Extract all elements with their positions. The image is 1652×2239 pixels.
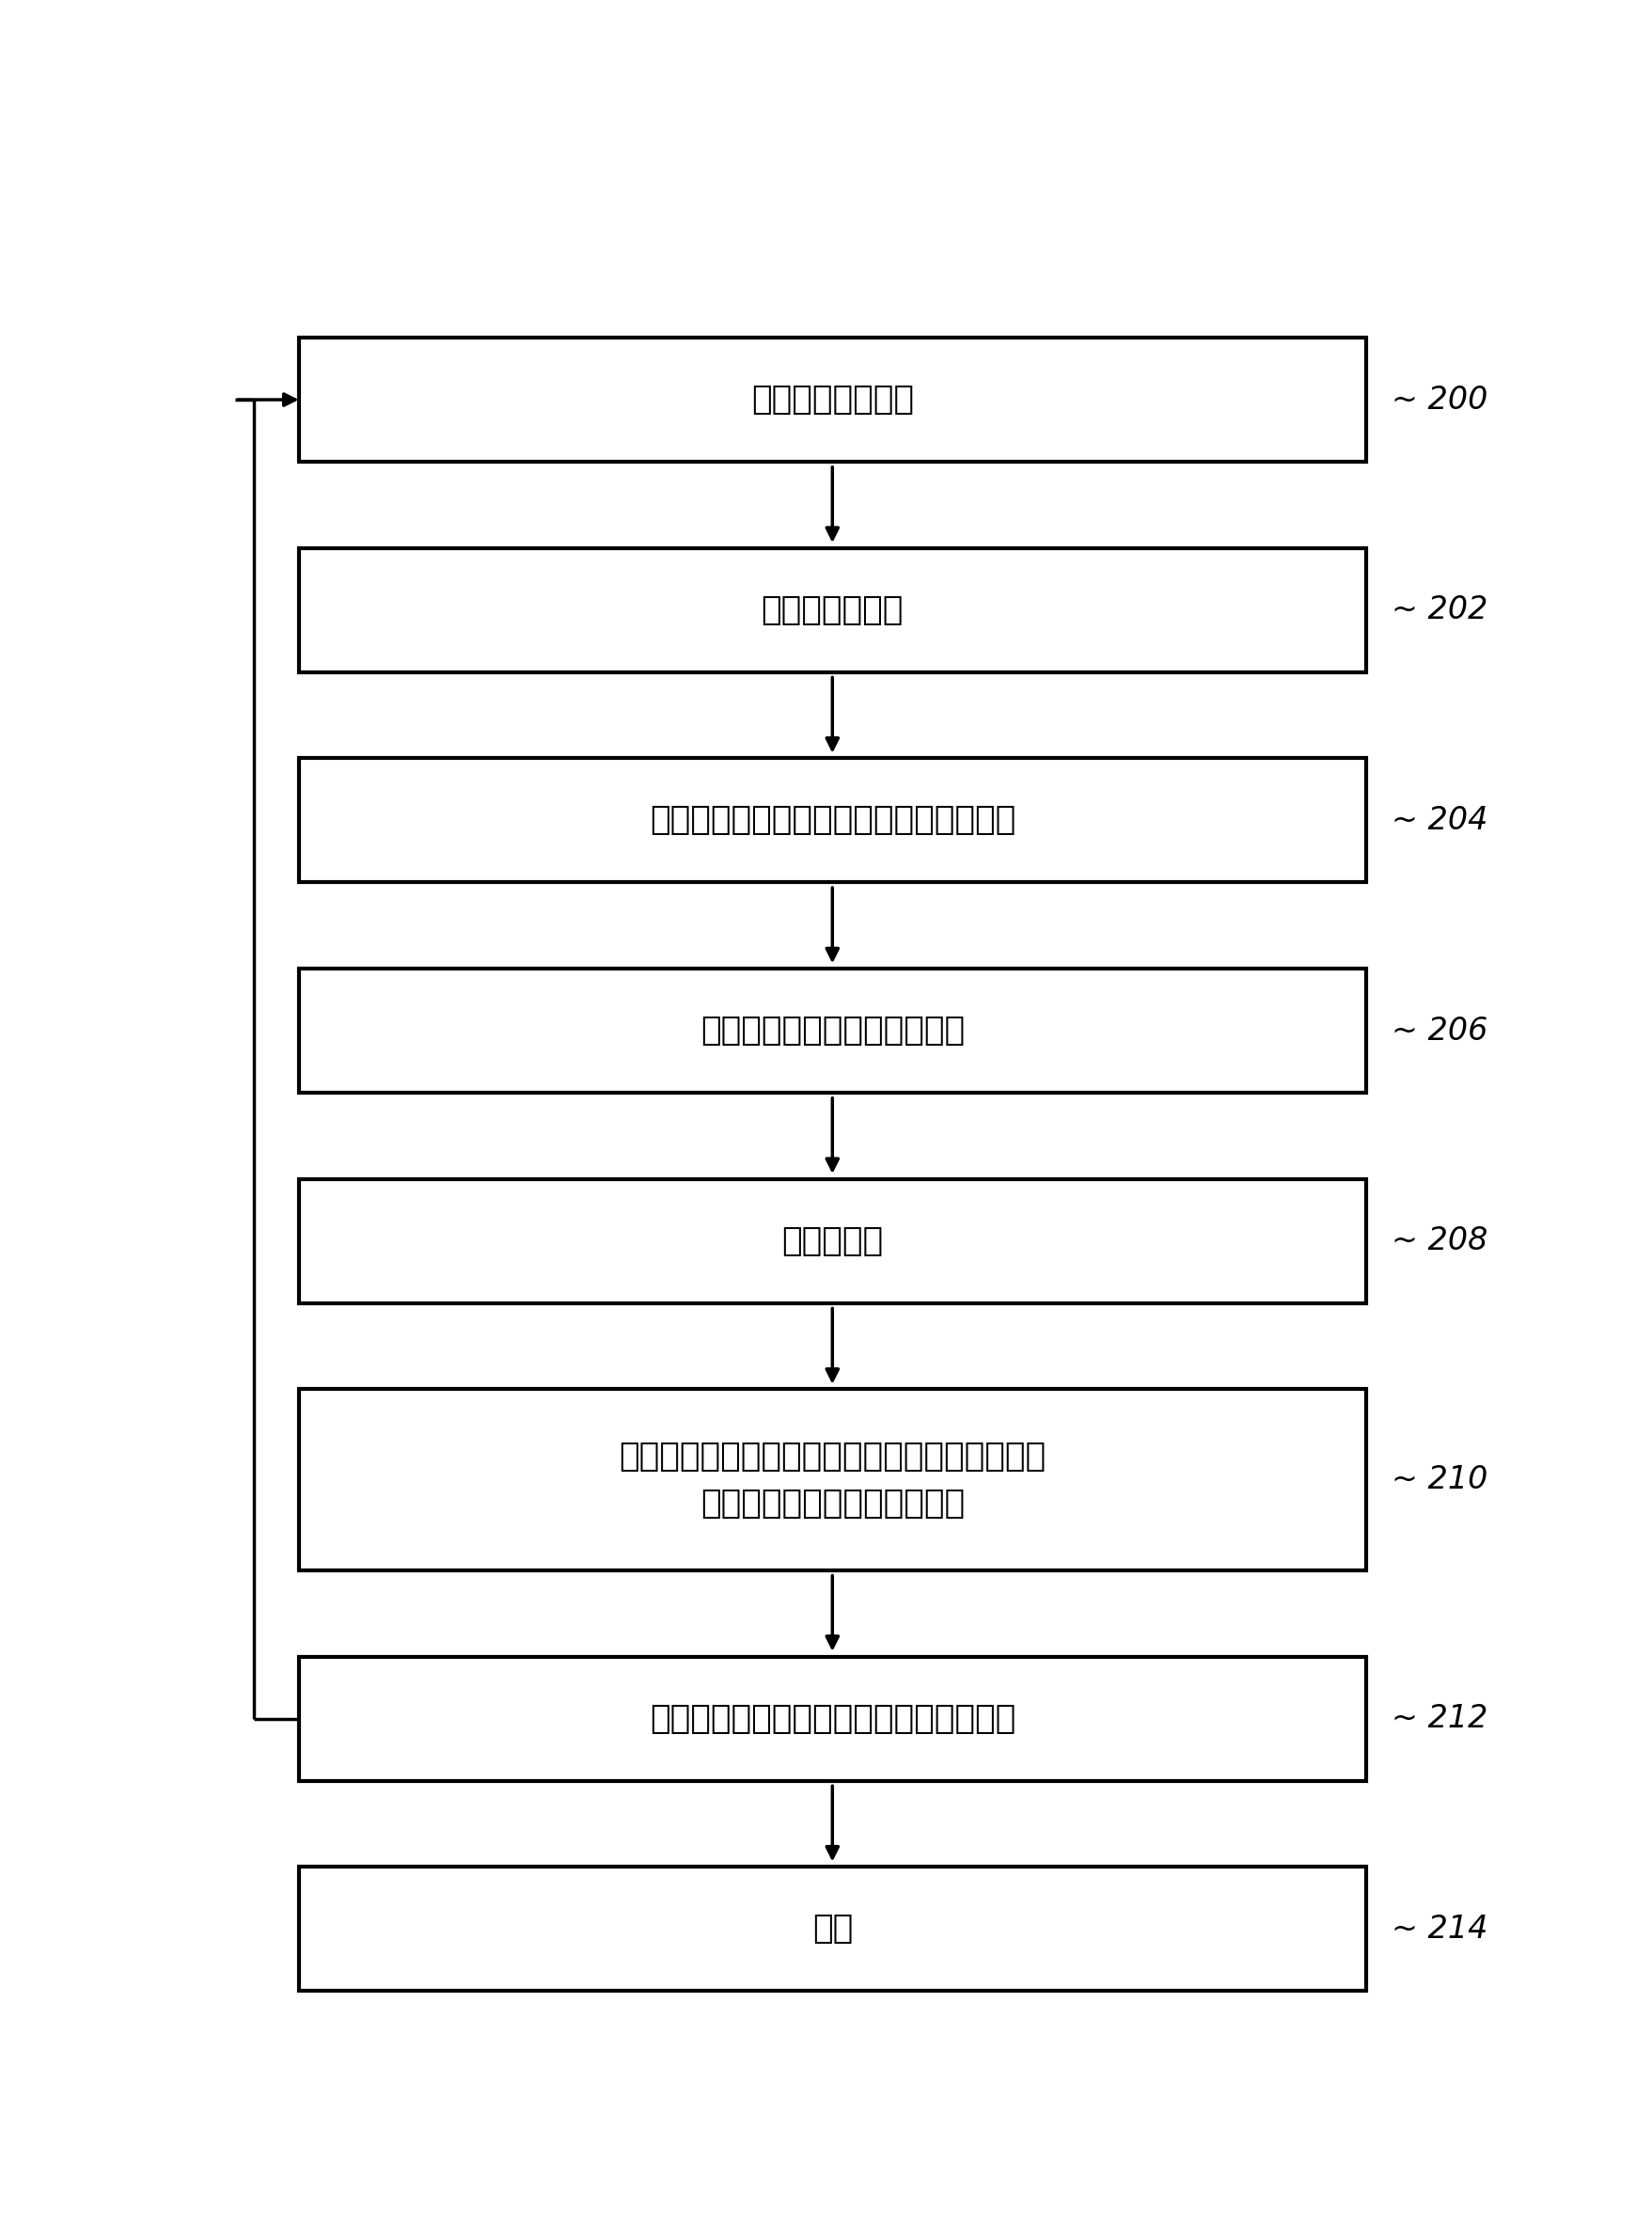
Text: ~ 200: ~ 200 [1391,385,1487,414]
Bar [299,1180,1365,1303]
Text: ~ 202: ~ 202 [1391,596,1487,625]
Text: 根据经配准的导管的远端的位置、配准的目标区
以及热地图生成焦点控制信号: 根据经配准的导管的远端的位置、配准的目标区 以及热地图生成焦点控制信号 [618,1440,1046,1520]
Text: ~ 212: ~ 212 [1391,1704,1487,1733]
Text: 结束: 结束 [811,1912,852,1946]
Bar [299,549,1365,672]
Text: ~ 208: ~ 208 [1391,1225,1487,1256]
Bar [299,1867,1365,1990]
Text: 采集热成像数据: 采集热成像数据 [762,593,904,627]
Bar [299,338,1365,461]
Bar [299,1388,1365,1570]
Bar [299,759,1365,882]
Text: 根据焦点控制信号使用导管接口控制焦点: 根据焦点控制信号使用导管接口控制焦点 [649,1702,1014,1735]
Text: ~ 214: ~ 214 [1391,1914,1487,1943]
Text: 采集医学图像数据: 采集医学图像数据 [750,383,914,416]
Bar [299,969,1365,1093]
Text: ~ 206: ~ 206 [1391,1014,1487,1046]
Text: ~ 210: ~ 210 [1391,1464,1487,1496]
Bar [299,1657,1365,1780]
Text: 重建热地图: 重建热地图 [781,1225,882,1256]
Text: 在医学图像数据中配准目标区: 在医学图像数据中配准目标区 [700,1014,965,1046]
Text: ~ 204: ~ 204 [1391,804,1487,835]
Text: 在医学图像数据中配准导管的远端的位置: 在医学图像数据中配准导管的远端的位置 [649,804,1014,837]
